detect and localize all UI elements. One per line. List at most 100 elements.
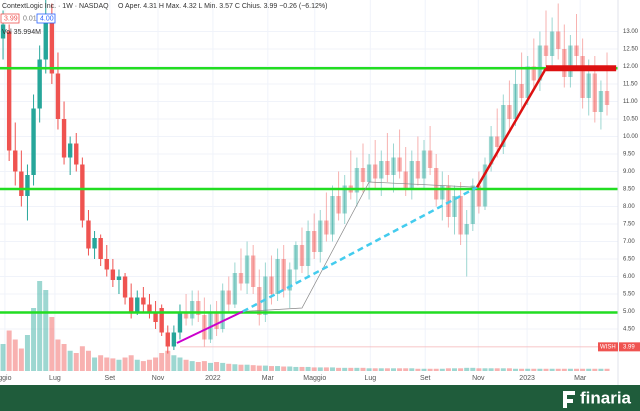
volume-bar <box>397 368 403 371</box>
candle-body <box>336 196 341 214</box>
volume-bar <box>214 362 220 371</box>
y-tick-label: 6.50 <box>623 257 635 263</box>
volume-bar <box>262 365 268 371</box>
candle-body <box>397 157 402 172</box>
candle-body <box>458 196 463 235</box>
volume-bar <box>104 357 110 371</box>
y-tick-label: 10.50 <box>623 117 639 123</box>
candle-body <box>6 31 12 151</box>
volume-bar <box>311 367 317 371</box>
candle-body <box>598 91 604 112</box>
candle-body <box>86 220 91 249</box>
volume-bar <box>586 368 592 371</box>
candle-body <box>556 31 561 49</box>
y-tick-label: 8.50 <box>623 187 635 193</box>
volume-bar <box>574 368 580 371</box>
volume-bar <box>403 368 409 371</box>
candle-body <box>586 73 591 98</box>
volume-bar <box>31 308 37 371</box>
candle-body <box>604 91 610 105</box>
ask-box <box>36 13 56 24</box>
volume-bar <box>494 368 500 371</box>
candle-body <box>299 245 305 266</box>
candle-body <box>415 161 421 179</box>
candle-body <box>98 238 103 259</box>
volume-bar <box>24 335 30 371</box>
volume-bar <box>92 357 98 371</box>
drawing-line <box>242 186 478 313</box>
candle-body <box>159 308 164 333</box>
volume-bar <box>482 368 488 371</box>
volume-bar <box>244 364 250 371</box>
y-tick-label: 7.50 <box>623 222 635 228</box>
x-tick-label: Nov <box>152 375 165 382</box>
volume-bar <box>220 362 226 371</box>
volume-bar <box>580 368 586 371</box>
volume-bar <box>55 339 61 371</box>
volume-bar <box>519 368 525 371</box>
candle-body <box>208 311 213 340</box>
candle-body <box>324 220 329 235</box>
volume-bar <box>323 367 329 371</box>
volume-bar <box>567 368 573 371</box>
volume-bar <box>372 368 378 371</box>
y-tick-label: 4.50 <box>623 327 635 333</box>
volume-bar <box>378 368 384 371</box>
candle-body <box>55 73 61 119</box>
y-tick-label: 8.00 <box>623 204 635 210</box>
tag-label: WISH <box>600 344 616 350</box>
candle-body <box>275 259 280 294</box>
volume-bar <box>110 358 116 371</box>
candle-body <box>549 31 555 56</box>
candle-body <box>311 231 317 252</box>
y-tick-label: 5.50 <box>623 292 635 298</box>
volume-bar <box>49 317 55 371</box>
x-tick-label: Lug <box>49 375 61 382</box>
x-tick-label: Lug <box>364 375 376 382</box>
x-tick-label: Nov <box>472 375 485 382</box>
brand: finaria <box>580 388 632 407</box>
candle-body <box>531 66 537 81</box>
candle-body <box>305 231 311 266</box>
volume-bar <box>73 353 79 371</box>
volume-bar <box>549 368 555 371</box>
volume-bar <box>360 367 366 371</box>
volume-bar <box>0 344 6 371</box>
candle-body <box>452 196 457 217</box>
candle-body <box>232 273 238 305</box>
volume-bar <box>140 361 146 371</box>
candle-body <box>202 315 207 340</box>
candle-body <box>403 171 408 189</box>
candle-body <box>171 332 177 347</box>
volume-bar <box>232 364 238 371</box>
candle-body <box>244 255 250 284</box>
x-tick-label: Mar <box>574 375 587 382</box>
x-tick-label: ggio <box>0 375 12 382</box>
candle-body <box>507 105 512 119</box>
brand-icon <box>563 391 575 408</box>
volume-bar <box>537 368 543 371</box>
volume-bar <box>12 339 18 371</box>
candle-body <box>281 259 286 291</box>
volume-bar <box>531 368 537 371</box>
volume-bar <box>476 368 482 371</box>
y-tick-label: 11.00 <box>623 99 638 105</box>
volume-bar <box>452 368 458 371</box>
y-tick-label: 11.50 <box>623 82 638 88</box>
volume-bar <box>43 290 49 371</box>
candle-body <box>433 168 439 200</box>
tag-box <box>598 342 618 352</box>
volume-bar <box>183 359 189 371</box>
candle-body <box>220 290 225 329</box>
volume-bar <box>488 368 494 371</box>
drawing-line <box>242 181 478 312</box>
candle-body <box>25 175 30 196</box>
volume-bar <box>604 368 610 371</box>
volume-bar <box>299 366 305 371</box>
volume-bar <box>598 368 604 371</box>
volume-bar <box>305 366 311 371</box>
candle-body <box>574 45 579 56</box>
candle-body <box>293 245 299 270</box>
candle-body <box>214 311 219 329</box>
candle-body <box>379 161 384 179</box>
